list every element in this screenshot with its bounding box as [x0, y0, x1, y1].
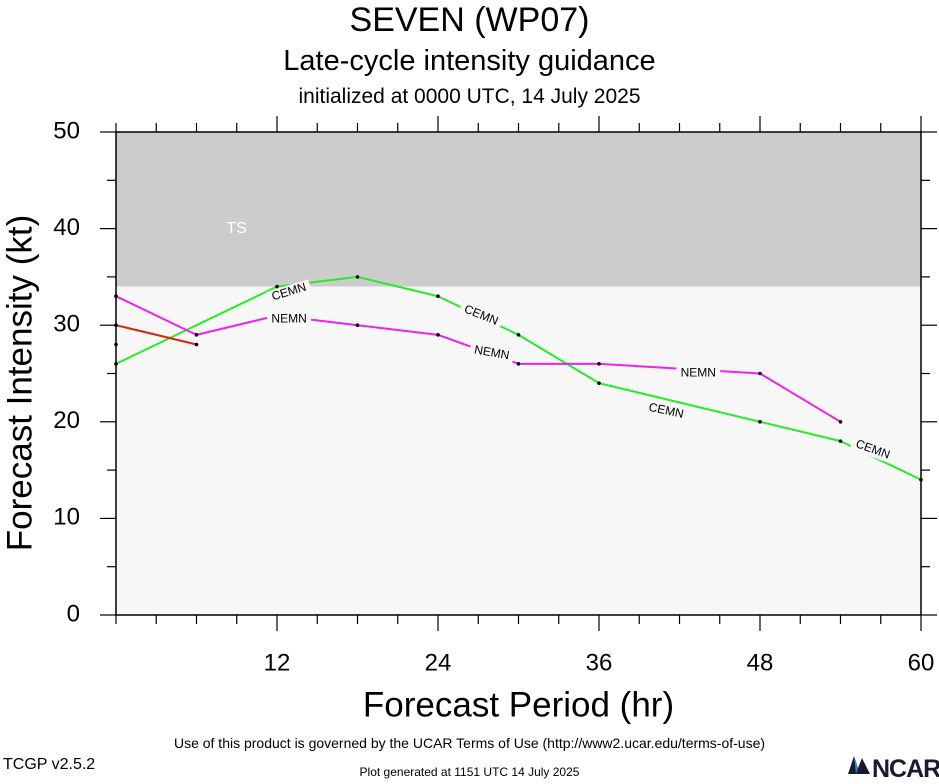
y-tick-label: 40 [53, 214, 80, 241]
y-axis-title: Forecast Intensity (kt) [0, 215, 39, 551]
series-label-group: NEMN [676, 366, 721, 381]
intensity-band [116, 286, 921, 615]
terms-of-use-notice: Use of this product is governed by the U… [173, 735, 766, 751]
band-label: TS [227, 220, 247, 237]
ncar-logo-text: NCAR [872, 755, 939, 783]
data-point [597, 381, 601, 385]
intensity-band [116, 132, 921, 287]
series-label-bg [676, 366, 721, 381]
series-label: NEMN [681, 366, 716, 380]
chart-subtitle: Late-cycle intensity guidance [283, 45, 656, 77]
chart-init-time: initialized at 0000 UTC, 14 July 2025 [298, 85, 641, 108]
data-point [758, 420, 762, 424]
x-tick-label: 36 [586, 649, 613, 676]
series-label: NEMN [473, 342, 510, 362]
y-tick-label: 50 [53, 117, 80, 144]
series-label-group: NEMN [468, 342, 515, 364]
series-label-bg [643, 399, 690, 423]
data-point [838, 439, 843, 443]
series-label-group: CEMN [643, 399, 690, 423]
plot-generated-time: Plot generated at 1151 UTC 14 July 2025 [359, 765, 580, 779]
series-label-bg [849, 435, 896, 464]
data-point [758, 371, 762, 376]
series-label-group: NEMN [267, 312, 312, 327]
x-tick-label: 48 [747, 649, 774, 676]
series-label-bg [265, 279, 313, 306]
series-label-bg [267, 312, 312, 327]
x-tick-label: 12 [264, 649, 291, 676]
chart-title: SEVEN (WP07) [349, 1, 590, 39]
series-label-bg [468, 342, 515, 364]
x-tick-label: 60 [908, 649, 935, 676]
y-tick-label: 20 [53, 407, 80, 434]
ncar-logo-icon [848, 756, 870, 774]
version-label: TCGP v2.5.2 [3, 756, 96, 773]
data-point [838, 420, 843, 424]
data-point [194, 333, 199, 337]
x-axis-title: Forecast Period (hr) [363, 685, 674, 724]
data-point [516, 362, 521, 366]
y-tick-label: 30 [53, 311, 80, 338]
data-point [436, 333, 440, 337]
data-point [194, 342, 199, 347]
y-tick-label: 10 [53, 504, 80, 531]
series-line [115, 324, 197, 346]
data-point [597, 362, 601, 366]
series-label-bg [457, 300, 504, 331]
x-tick-label: 24 [425, 649, 452, 676]
data-point [355, 323, 360, 328]
series-label: NEMN [271, 312, 306, 326]
y-tick-label: 0 [67, 600, 80, 627]
data-point [516, 333, 521, 337]
data-point [355, 275, 360, 279]
data-point [275, 284, 279, 289]
data-point [436, 294, 440, 299]
